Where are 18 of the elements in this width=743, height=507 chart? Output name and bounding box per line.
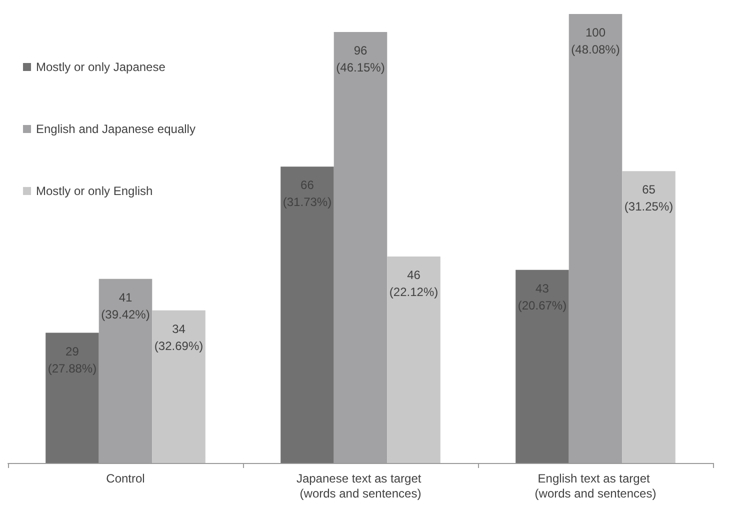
legend-label: Mostly or only English bbox=[36, 184, 153, 198]
bar bbox=[152, 310, 206, 463]
x-tick-label: English text as target (words and sentences) bbox=[534, 472, 656, 500]
data-label: 100 (48.08%) bbox=[571, 26, 620, 56]
x-tick-label: Japanese text as target (words and sentences) bbox=[296, 472, 425, 500]
x-tick-label: Control bbox=[106, 472, 145, 486]
bar bbox=[622, 171, 676, 463]
data-label: 65 (31.25%) bbox=[624, 182, 674, 214]
data-label: 41 (39.42%) bbox=[101, 290, 150, 322]
data-label: 34 (32.69%) bbox=[154, 322, 204, 353]
bar bbox=[280, 166, 334, 463]
data-label: 46 (22.12%) bbox=[389, 268, 438, 299]
legend-label: Mostly or only Japanese bbox=[36, 60, 166, 74]
bar bbox=[46, 332, 99, 463]
legend-label: English and Japanese equally bbox=[36, 122, 196, 136]
bar bbox=[516, 270, 569, 463]
data-label: 96 (46.15%) bbox=[336, 43, 385, 74]
bar bbox=[387, 256, 440, 463]
